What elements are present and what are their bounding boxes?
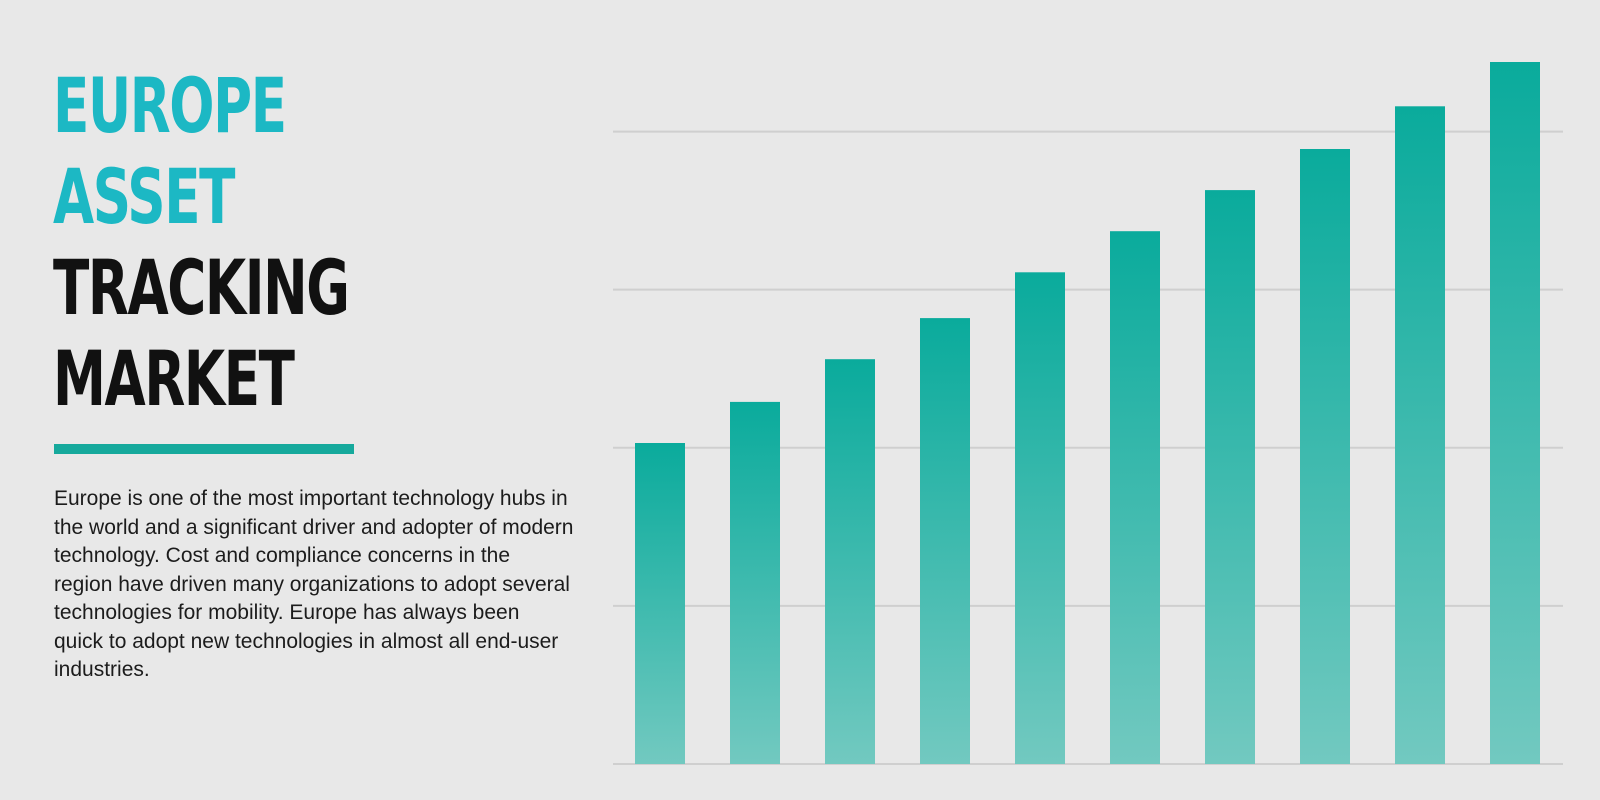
bars (635, 62, 1540, 765)
bar-7 (1205, 190, 1255, 765)
bar-6 (1110, 231, 1160, 764)
title-line-market: MARKET (53, 334, 295, 423)
title-line-asset: ASSET (53, 152, 235, 241)
page-title: EUROPE ASSET TRACKING MARKET (53, 60, 350, 424)
title-line-europe: EUROPE (53, 61, 287, 150)
title-divider (54, 444, 354, 454)
title-line-tracking: TRACKING (53, 243, 350, 332)
bar-4 (920, 318, 970, 764)
bar-10 (1490, 62, 1540, 764)
bar-5 (1015, 272, 1065, 764)
bar-1 (635, 443, 685, 764)
bar-3 (825, 359, 875, 764)
bar-8 (1300, 149, 1350, 764)
bar-2 (730, 401, 780, 764)
description-text: Europe is one of the most important tech… (54, 487, 574, 681)
bar-9 (1395, 106, 1445, 765)
